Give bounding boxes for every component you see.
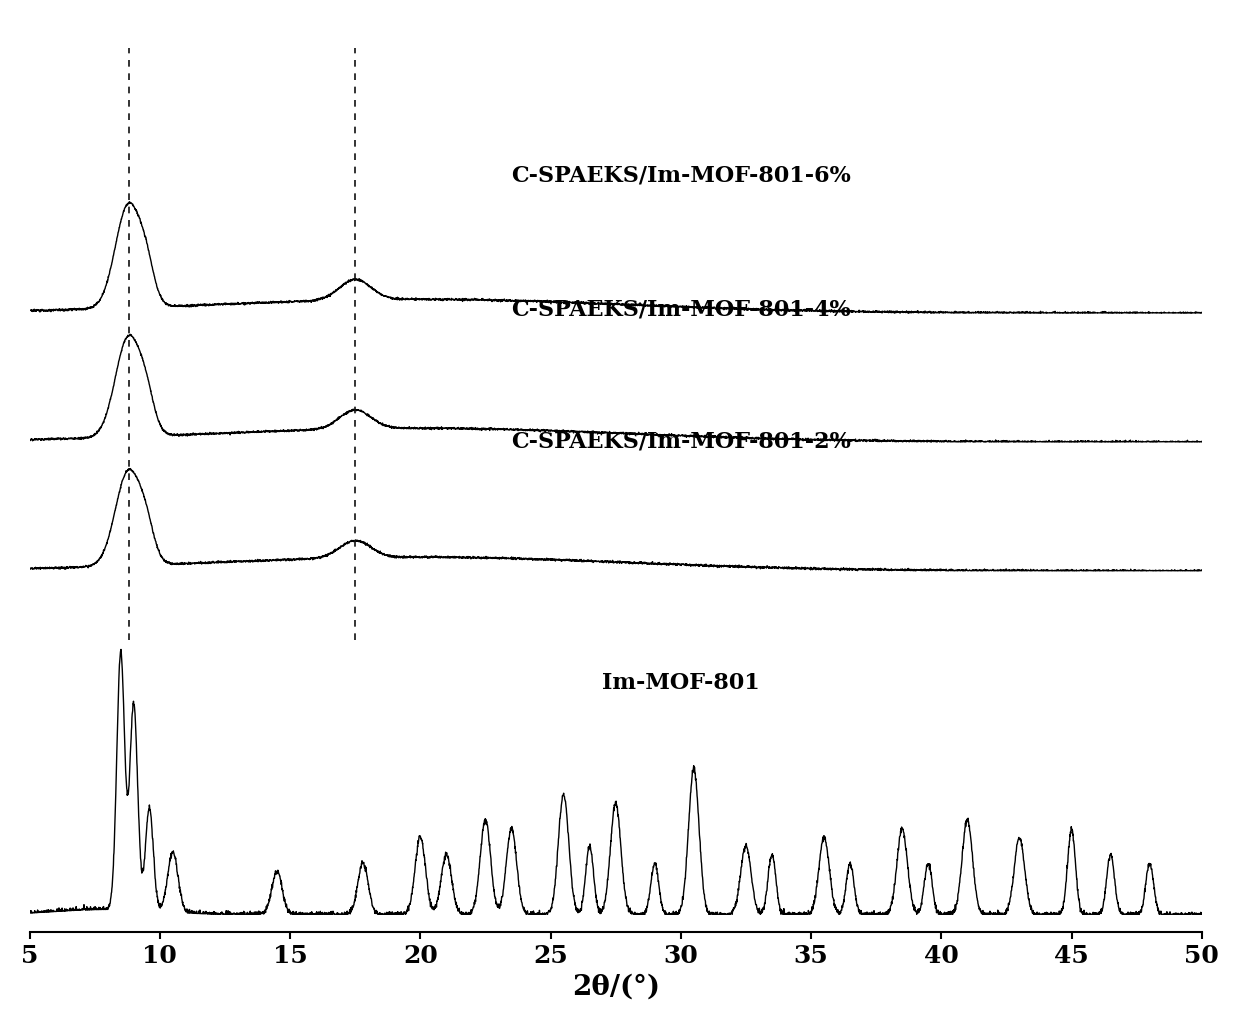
Text: C-SPAEKS/Im-MOF-801-4%: C-SPAEKS/Im-MOF-801-4%	[511, 298, 851, 321]
X-axis label: 2θ/(°): 2θ/(°)	[572, 973, 660, 1001]
Text: C-SPAEKS/Im-MOF-801-6%: C-SPAEKS/Im-MOF-801-6%	[511, 164, 851, 187]
Text: C-SPAEKS/Im-MOF-801-2%: C-SPAEKS/Im-MOF-801-2%	[511, 431, 851, 453]
Text: Im-MOF-801: Im-MOF-801	[601, 672, 760, 693]
